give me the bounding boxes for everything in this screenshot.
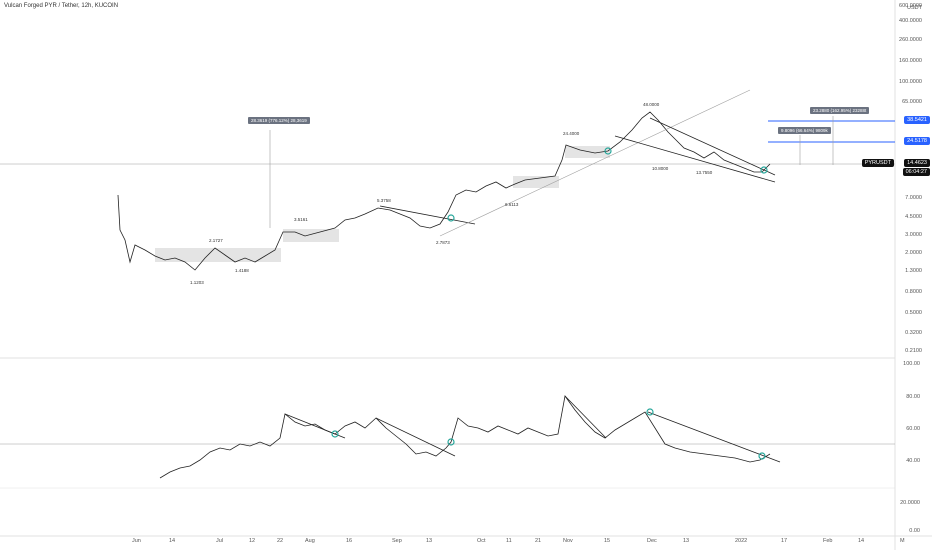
price-series-line — [117, 111, 771, 271]
time-tick-label: 2022 — [735, 538, 748, 544]
currency-label: USDT — [907, 5, 922, 11]
swing-label: 48.0000 — [643, 102, 660, 107]
rsi-signal-circle-2 — [447, 438, 455, 446]
price-tick-label: 4.5000 — [905, 214, 922, 220]
price-tick-label: 0.2100 — [905, 348, 922, 354]
swing-label: 2.7873 — [436, 240, 450, 245]
time-tick-label: Feb — [823, 538, 833, 544]
rsi-series-line — [159, 395, 771, 479]
rsi-trendline-1 — [284, 413, 346, 439]
time-tick-label: 12 — [249, 538, 256, 544]
time-tick-label: 14 — [169, 538, 176, 544]
rsi-trendline-4 — [647, 411, 781, 463]
time-tick-label: 22 — [277, 538, 284, 544]
swing-label: 5.3758 — [377, 198, 391, 203]
symbol-tag: PYRUSDT — [861, 159, 894, 167]
swing-label: 1.1203 — [190, 280, 204, 285]
rsi-tick-label: 60.00 — [906, 426, 920, 432]
measure-annotation-2: 9.8096 (66.64%) 9809k — [778, 127, 831, 134]
price-tick-label: 160.0000 — [899, 58, 922, 64]
measure-annotation-1: 28.3619 (776.12%) 28,3619 — [248, 117, 310, 124]
rsi-signal-circle-1 — [331, 430, 339, 438]
time-tick-label: Jul — [216, 538, 224, 544]
time-tick-label: 16 — [346, 538, 353, 544]
signal-circle-2 — [604, 147, 612, 155]
price-tick-label: 400.0000 — [899, 18, 922, 24]
time-tick-label: M — [900, 538, 905, 544]
price-tick-label: 0.3200 — [905, 330, 922, 336]
swing-label: 2.1727 — [209, 238, 223, 243]
countdown-tag: 06:04:27 — [902, 168, 930, 176]
tag-24: 24.5178 — [904, 137, 930, 145]
rsi-tick-label: 80.00 — [906, 394, 920, 400]
price-tick-label: 3.0000 — [905, 232, 922, 238]
price-tick-label: 7.0000 — [905, 195, 922, 201]
tag-38: 38.5421 — [904, 116, 930, 124]
price-tick-label: 260.0000 — [899, 37, 922, 43]
price-tick-label: 600.0000 — [899, 3, 922, 9]
swing-label: 24.4000 — [563, 131, 580, 136]
price-tick-label: 0.5000 — [905, 310, 922, 316]
time-tick-label: Jun — [132, 538, 141, 544]
rsi-tick-label: 40.00 — [906, 458, 920, 464]
trendline-upper — [649, 117, 776, 176]
swing-label: 1.4188 — [235, 268, 249, 273]
swing-label: 3.5161 — [294, 217, 308, 222]
signal-circle-3 — [760, 166, 768, 174]
swing-label: 6.6113 — [505, 202, 519, 207]
rsi-trendline-2 — [375, 417, 456, 457]
time-tick-label: Dec — [647, 538, 657, 544]
time-tick-label: Nov — [563, 538, 573, 544]
trendline-rising — [439, 89, 751, 237]
rsi-signal-circle-3 — [646, 408, 654, 416]
rsi-tick-label: 0.00 — [909, 528, 920, 534]
time-tick-label: 13 — [683, 538, 690, 544]
rsi-tick-label: 20.0000 — [900, 500, 920, 506]
price-tick-label: 65.0000 — [902, 99, 922, 105]
swing-label: 10.8000 — [652, 166, 669, 171]
time-tick-label: Sep — [392, 538, 402, 544]
time-tick-label: Oct — [477, 538, 486, 544]
measure-annotation-3: 23.2880 (162.95%) 23288t — [810, 107, 870, 114]
price-tick-label: 0.8000 — [905, 289, 922, 295]
trendline-lower — [614, 135, 776, 183]
price-tick-label: 1.3000 — [905, 268, 922, 274]
symbol-title: Vulcan Forged PYR / Tether, 12h, KUCOIN — [4, 3, 119, 9]
rsi-tick-label: 100.00 — [903, 361, 920, 367]
time-tick-label: 15 — [604, 538, 611, 544]
time-tick-label: 17 — [781, 538, 788, 544]
price-tick-label: 2.0000 — [905, 250, 922, 256]
time-tick-label: 21 — [535, 538, 542, 544]
time-tick-label: 13 — [426, 538, 433, 544]
swing-label: 13.7550 — [696, 170, 713, 175]
signal-circle-1 — [447, 214, 455, 222]
time-tick-label: 11 — [506, 538, 512, 544]
range-box-1 — [155, 248, 281, 262]
range-box-2 — [283, 229, 339, 242]
price-tick-label: 100.0000 — [899, 79, 922, 85]
rsi-signal-circle-4 — [758, 452, 766, 460]
time-tick-label: Aug — [305, 538, 315, 544]
last-price-tag: 14.4623 — [904, 159, 930, 167]
time-tick-label: 14 — [858, 538, 865, 544]
rsi-trendline-3 — [564, 395, 607, 439]
trendline-1 — [379, 205, 476, 225]
range-box-3 — [513, 176, 559, 188]
